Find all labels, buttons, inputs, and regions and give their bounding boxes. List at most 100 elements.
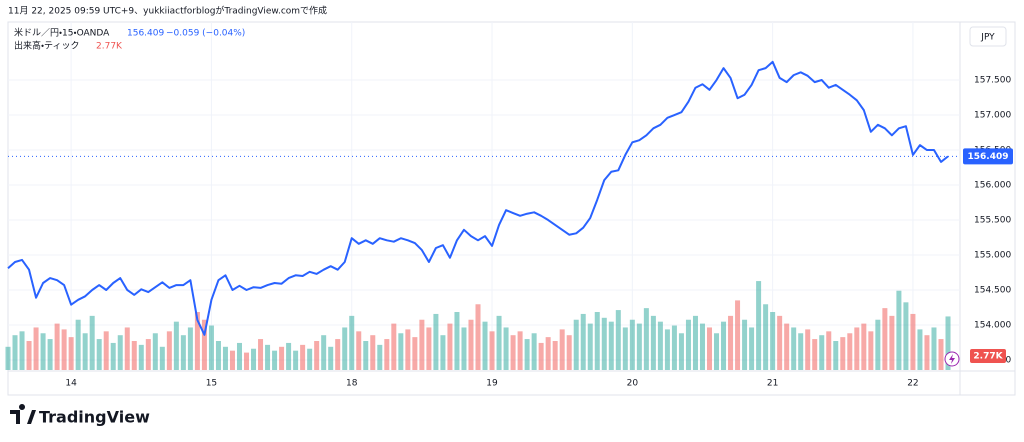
grid [8, 22, 960, 370]
symbol: 米ドル／円・15・OANDA [14, 27, 110, 39]
volume-bar [615, 310, 621, 370]
last-price-box [963, 148, 1013, 165]
volume-bar [685, 319, 691, 370]
volume-bar [517, 331, 523, 370]
volume-bar [819, 335, 825, 370]
volume-bar [629, 319, 635, 370]
volume-bar [96, 339, 102, 370]
price-layer [7, 60, 960, 336]
volume-bar [215, 341, 221, 370]
volume-bar [426, 327, 432, 370]
currency-button[interactable] [969, 26, 1007, 47]
volume-bar [482, 321, 488, 370]
volume-label-box [970, 349, 1006, 363]
volume-bar [643, 308, 649, 370]
volume-bar [314, 341, 320, 370]
x-tick-label: 20 [627, 379, 639, 389]
brand-logo: TradingView [10, 403, 150, 427]
volume-bar [531, 333, 537, 370]
volume-bar [328, 346, 334, 370]
volume-bar [622, 327, 628, 370]
volume-bar [889, 315, 895, 370]
volume-bar [594, 312, 600, 370]
volume-bar [12, 335, 18, 370]
volume-bar [279, 346, 285, 370]
volume-bar [882, 308, 888, 370]
volume-bar [917, 329, 923, 370]
volume-bar [833, 341, 839, 370]
volume-bar [117, 335, 123, 370]
x-tick-label: 19 [486, 379, 498, 389]
volume-bar [68, 337, 74, 370]
volume-bar [692, 315, 698, 370]
volume-bar [377, 344, 383, 370]
volume-bar [26, 341, 32, 370]
volume-layer [5, 281, 951, 370]
chart-frame [7, 21, 1016, 396]
y-tick-label: 157.500 [974, 76, 1011, 86]
alert-bolt [949, 354, 955, 364]
y-tick-label: 154.500 [974, 285, 1011, 295]
volume-bar [475, 304, 481, 370]
volume-bar [903, 302, 909, 370]
volume-bar [938, 339, 944, 370]
volume-bar [699, 323, 705, 370]
volume-bar [791, 327, 797, 370]
volume-bar [180, 335, 186, 370]
volume-bar [510, 335, 516, 370]
y-tick-label: 155.500 [974, 216, 1011, 226]
volume-bar [201, 319, 207, 370]
volume-bar [384, 339, 390, 370]
volume-bar [5, 346, 11, 370]
volume-bar [187, 327, 193, 370]
volume-bar [566, 335, 572, 370]
volume-bar [524, 339, 530, 370]
x-tick-label: 18 [346, 379, 358, 389]
price-line [7, 60, 949, 336]
volume-bar [812, 339, 818, 370]
volume-bar [580, 313, 586, 370]
currency[interactable]: JPY [980, 33, 995, 43]
volume-bar [678, 333, 684, 370]
y-tick-label: 154.000 [974, 320, 1011, 330]
volume-bar [391, 323, 397, 370]
volume-bar [75, 319, 81, 370]
volume-bar [826, 331, 832, 370]
logo-mark [10, 403, 36, 424]
y-tick-label: 157.000 [974, 111, 1011, 121]
last-price-label: 156.409 [968, 152, 1009, 162]
volume-bar [152, 333, 158, 370]
volume-bar [363, 341, 369, 370]
volume-bar [335, 339, 341, 370]
volume-bar [468, 319, 474, 370]
volume-bar [657, 321, 663, 370]
volume-bar [40, 333, 46, 370]
volume-bar [124, 327, 130, 370]
x-tick-label: 14 [65, 379, 77, 389]
attribution: 11月 22, 2025 09:59 UTC+9、yukkiiactforblo… [8, 5, 327, 17]
volume-bar [861, 323, 867, 370]
volume-bar [924, 335, 930, 370]
volume-bar [47, 339, 53, 370]
volume-bar [461, 327, 467, 370]
x-tick-label: 15 [206, 379, 217, 389]
volume-bar [805, 329, 811, 370]
volume-bar [173, 321, 179, 370]
volume-bar [300, 344, 306, 370]
volume-bar [770, 312, 776, 370]
volume-bar [763, 304, 769, 370]
volume-bar [721, 321, 727, 370]
volume-bar [236, 342, 242, 370]
volume-bar [784, 323, 790, 370]
volume-bar [33, 327, 39, 370]
volume-bar [440, 335, 446, 370]
y-tick-label: 155.000 [974, 251, 1011, 261]
volume-bar [258, 339, 264, 370]
volume-bar [749, 327, 755, 370]
volume-bar [349, 315, 355, 370]
y-tick-label: 156.000 [974, 181, 1011, 191]
volume-bar [293, 350, 299, 370]
volume-bar [756, 281, 762, 370]
volume-bar [222, 346, 228, 370]
